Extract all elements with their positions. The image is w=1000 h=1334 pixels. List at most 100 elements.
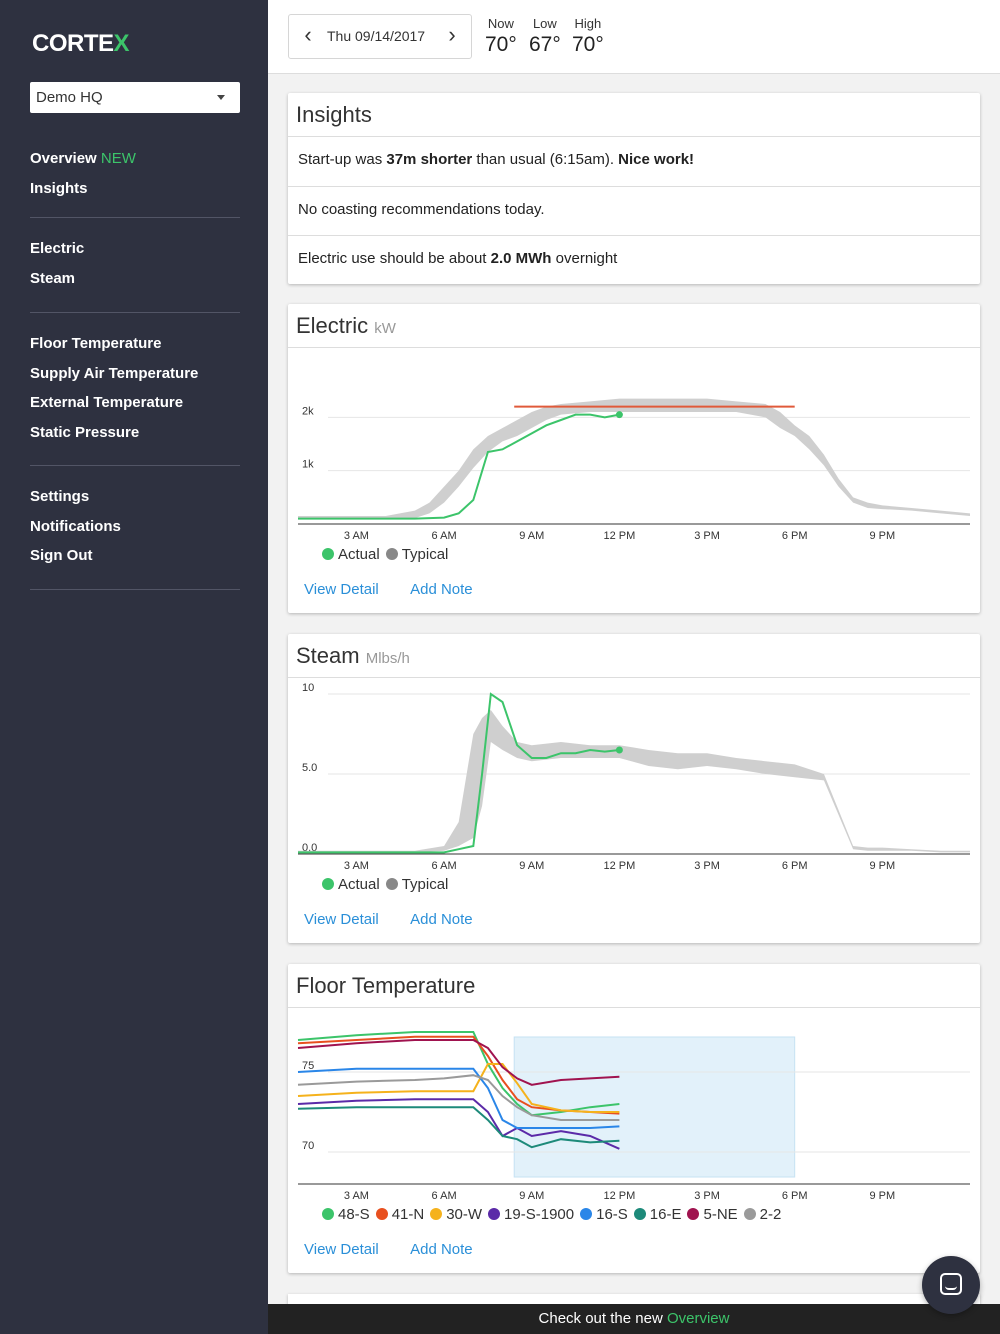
nav-divider <box>30 589 240 590</box>
view-detail-link[interactable]: View Detail <box>304 581 379 598</box>
typical-range-band <box>298 398 970 519</box>
legend-dot-icon <box>488 1208 501 1220</box>
x-tick-label: 3 AM <box>344 530 369 542</box>
series-line-5-ne <box>297 1039 620 1086</box>
legend-item[interactable]: 16-E <box>633 1206 681 1223</box>
cortex-logo[interactable]: CORTEX <box>32 30 130 57</box>
view-detail-link[interactable]: View Detail <box>304 911 379 928</box>
view-detail-link[interactable]: View Detail <box>304 1241 379 1258</box>
electric-legend: Actual Typical <box>322 546 454 563</box>
current-value-point <box>615 746 623 754</box>
legend-dot-icon <box>430 1208 443 1220</box>
sidebar-item-static-pressure[interactable]: Static Pressure <box>30 423 140 441</box>
legend-label: Actual <box>338 546 380 563</box>
x-tick-label: 9 PM <box>870 1190 896 1202</box>
legend-item[interactable]: 41-N <box>375 1206 424 1223</box>
nav-group-sensors: Floor Temperature Supply Air Temperature… <box>30 329 240 447</box>
steam-card: Steam Mlbs/h 0.0 5.0 10 3 AM 6 AM 9 AM 12 PM 3 … <box>288 634 980 943</box>
series-line-16-s <box>297 1067 620 1129</box>
legend-dot-icon <box>385 548 398 560</box>
y-tick-label: 10 <box>302 682 314 694</box>
x-tick-label: 9 AM <box>519 1190 544 1202</box>
sidebar-item-insights[interactable]: Insights <box>30 179 88 197</box>
site-select-value: Demo HQ <box>36 89 103 106</box>
legend-label: 19-S-1900 <box>504 1206 575 1223</box>
x-tick-label: 6 PM <box>782 530 808 542</box>
floor-temperature-title-text: Floor Temperature <box>296 973 476 998</box>
x-tick-label: 12 PM <box>603 530 635 542</box>
chat-smile-icon <box>945 1286 957 1290</box>
steam-actions: View Detail Add Note <box>304 911 501 928</box>
electric-title: Electric kW <box>288 304 980 348</box>
current-value-point <box>615 411 623 419</box>
legend-item[interactable]: Typical <box>385 546 449 563</box>
weather-low-label: Low <box>532 16 557 31</box>
current-date[interactable]: Thu 09/14/2017 <box>327 28 426 44</box>
legend-label: Typical <box>401 546 449 563</box>
x-tick-label: 3 PM <box>694 530 720 542</box>
add-note-link[interactable]: Add Note <box>410 1241 473 1258</box>
sidebar-item-external-temperature[interactable]: External Temperature <box>30 394 184 411</box>
sidebar-item-electric[interactable]: Electric <box>30 240 85 257</box>
x-tick-label: 3 AM <box>344 1190 369 1202</box>
sidebar-item-overview[interactable]: Overview NEW <box>30 144 240 174</box>
x-tick-label: 9 PM <box>870 860 896 872</box>
y-tick-label: 70 <box>302 1140 314 1152</box>
legend-item[interactable]: Actual <box>322 876 380 893</box>
legend-dot-icon <box>580 1208 593 1220</box>
legend-item[interactable]: 5-NE <box>687 1206 738 1223</box>
sidebar-item-sign-out[interactable]: Sign Out <box>30 547 93 564</box>
sidebar-item-settings[interactable]: Settings <box>30 488 90 505</box>
legend-item[interactable]: 16-S <box>580 1206 628 1223</box>
nav-group-main: Overview NEW Insights <box>30 144 240 203</box>
steam-legend: Actual Typical <box>322 876 454 893</box>
nav-divider <box>30 465 240 466</box>
weather-now: Now 70° <box>485 16 517 57</box>
sidebar-item-steam[interactable]: Steam <box>30 269 76 287</box>
y-tick-label: 75 <box>302 1060 314 1072</box>
floor-temperature-actions: View Detail Add Note <box>304 1241 501 1258</box>
nav-group-utilities: Electric Steam <box>30 234 240 293</box>
add-note-link[interactable]: Add Note <box>410 581 473 598</box>
weather-high-label: High <box>574 16 602 31</box>
legend-item[interactable]: 2-2 <box>743 1206 781 1223</box>
occupied-hours-band <box>513 1036 796 1178</box>
site-select[interactable]: Demo HQ <box>30 82 240 113</box>
legend-dot-icon <box>687 1208 700 1220</box>
banner-overview-link[interactable]: Overview <box>666 1310 730 1327</box>
caret-down-icon <box>217 95 225 100</box>
insight-text: than usual (6:15am). <box>472 151 619 168</box>
top-header: ‹ Thu 09/14/2017 › Now 70° Low 67° High … <box>268 0 1000 74</box>
floor-temperature-title: Floor Temperature <box>288 964 980 1008</box>
weather-high: High 70° <box>572 16 604 57</box>
insight-coasting: No coasting recommendations today. <box>288 187 980 236</box>
electric-chart[interactable]: 1k 2k 3 AM 6 AM 9 AM 12 PM 3 PM 6 PM 9 PM <box>288 349 980 549</box>
legend-item[interactable]: Typical <box>385 876 448 893</box>
insights-card: Insights Start-up was 37m shorter than u… <box>288 93 980 284</box>
date-navigator: ‹ Thu 09/14/2017 › <box>288 14 472 59</box>
chevron-right-icon[interactable]: › <box>448 22 456 47</box>
x-tick-label: 3 AM <box>344 860 369 872</box>
legend-item[interactable]: 30-W <box>430 1206 482 1223</box>
floor-temperature-chart[interactable]: 70 75 3 AM 6 AM 9 AM 12 PM 3 PM 6 PM 9 PM <box>288 1009 980 1209</box>
weather-now-label: Now <box>487 16 514 31</box>
legend-item[interactable]: Actual <box>322 546 380 563</box>
sidebar-item-overview-label: Overview <box>30 150 97 167</box>
y-tick-label: 1k <box>302 459 314 471</box>
legend-dot-icon <box>633 1208 646 1220</box>
legend-item[interactable]: 48-S <box>322 1206 370 1223</box>
electric-unit: kW <box>374 320 396 337</box>
chevron-left-icon[interactable]: ‹ <box>304 22 312 47</box>
x-tick-label: 9 AM <box>519 530 544 542</box>
sidebar-item-notifications[interactable]: Notifications <box>30 517 121 535</box>
legend-item[interactable]: 19-S-1900 <box>488 1206 574 1223</box>
chat-button[interactable] <box>922 1256 980 1314</box>
floor-temperature-card: Floor Temperature 70 75 3 AM 6 AM 9 AM 12 PM 3… <box>288 964 980 1273</box>
legend-dot-icon <box>322 548 334 560</box>
add-note-link[interactable]: Add Note <box>410 911 473 928</box>
insight-electric-overnight: Electric use should be about 2.0 MWh ove… <box>288 236 980 286</box>
series-line-30-w <box>297 1063 620 1113</box>
sidebar-item-supply-air-temperature[interactable]: Supply Air Temperature <box>30 364 199 382</box>
sidebar-item-floor-temperature[interactable]: Floor Temperature <box>30 335 162 352</box>
